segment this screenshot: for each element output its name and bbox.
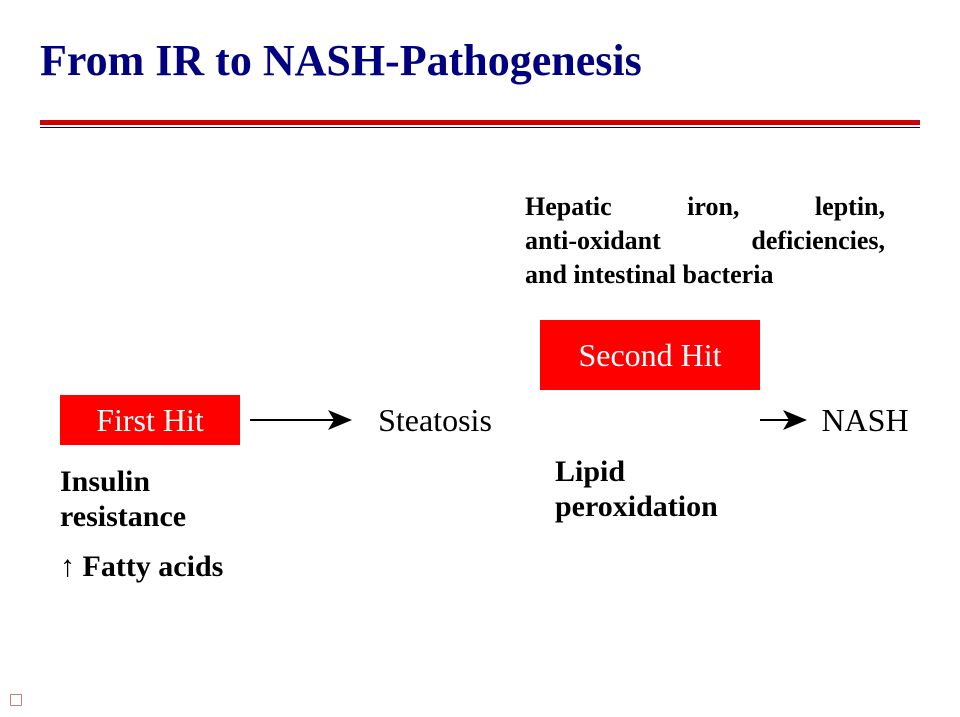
first-hit-text: First Hit — [96, 402, 204, 439]
fatty-acids-text: Fatty acids — [83, 550, 224, 583]
nash-text: NASH — [821, 402, 908, 439]
insulin-resistance-label: Insulin resistance — [60, 465, 186, 534]
title-rule-red — [40, 120, 920, 125]
fatty-acids-label: ↑ Fatty acids — [60, 550, 223, 585]
page-title: From IR to NASH-Pathogenesis — [40, 35, 642, 86]
lipid-line-1: Lipid — [555, 455, 625, 488]
second-hit-node: Second Hit — [540, 320, 760, 390]
first-hit-node: First Hit — [60, 395, 240, 445]
insulin-line-1: Insulin — [60, 465, 150, 498]
hepatic-line-2: anti-oxidant deficiencies, — [525, 226, 885, 255]
insulin-line-2: resistance — [60, 500, 186, 533]
flow-arrows — [0, 0, 960, 717]
corner-marker-icon — [10, 694, 22, 706]
lipid-line-2: peroxidation — [555, 490, 718, 523]
steatosis-text: Steatosis — [378, 402, 492, 439]
hepatic-line-1: Hepatic iron, leptin, — [525, 192, 885, 221]
title-rule-line — [40, 127, 920, 128]
steatosis-node: Steatosis — [360, 395, 510, 445]
hepatic-line-3: and intestinal bacteria — [525, 258, 773, 292]
title-rule — [40, 120, 920, 128]
nash-node: NASH — [810, 395, 920, 445]
hepatic-factors-label: Hepatic iron, leptin, anti-oxidant defic… — [525, 190, 885, 291]
up-arrow-icon: ↑ — [60, 550, 75, 583]
second-hit-text: Second Hit — [578, 337, 721, 374]
lipid-peroxidation-label: Lipid peroxidation — [555, 455, 718, 524]
